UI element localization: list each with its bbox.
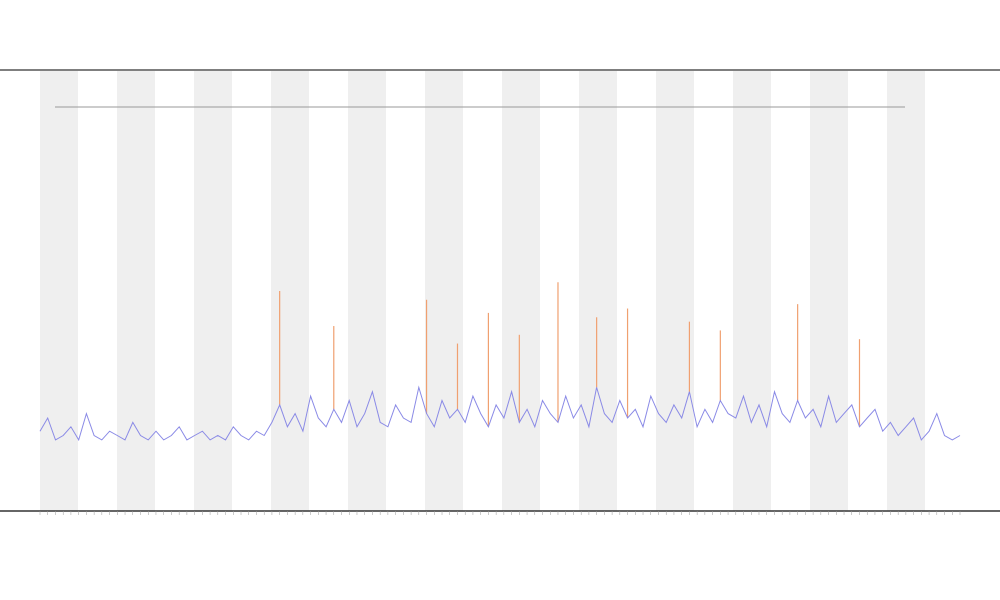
band: [425, 71, 463, 511]
band: [194, 71, 232, 511]
band: [733, 71, 771, 511]
band: [271, 71, 309, 511]
band: [348, 71, 386, 511]
band: [117, 71, 155, 511]
band: [656, 71, 694, 511]
band: [887, 71, 925, 511]
series-line: [39, 385, 961, 442]
band: [502, 71, 540, 511]
band: [810, 71, 848, 511]
band: [579, 71, 617, 511]
background-bands: [40, 71, 925, 511]
band: [40, 71, 78, 511]
